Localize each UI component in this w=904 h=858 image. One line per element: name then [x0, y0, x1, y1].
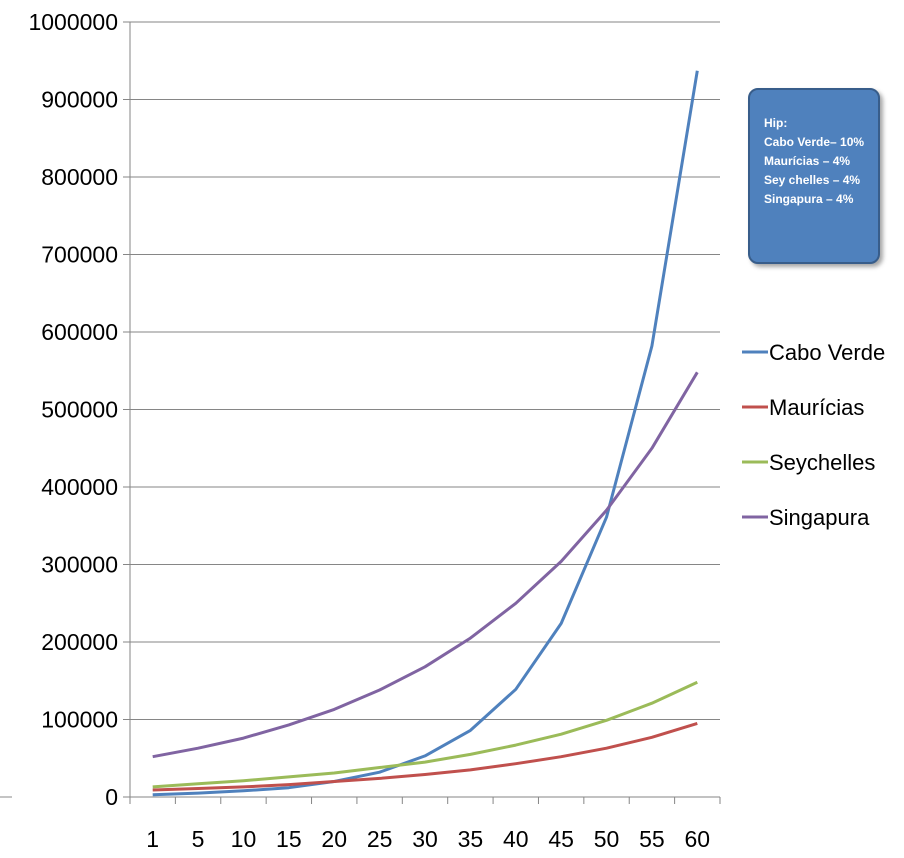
note-line-3: Sey chelles – 4% — [764, 173, 861, 187]
note-line-2: Maurícias – 4% — [764, 154, 851, 168]
x-tick-label: 40 — [503, 826, 529, 852]
y-axis-ticks: 0 100000 200000 300000 400000 500000 600000 700… — [28, 9, 130, 810]
y-tick-label: 500000 — [41, 397, 118, 423]
y-tick-label: 700000 — [41, 242, 118, 268]
series-lines — [152, 70, 699, 797]
legend-label: Maurícias — [769, 395, 864, 420]
legend-label: Singapura — [769, 505, 870, 530]
series-line-cabo-verde — [152, 70, 699, 797]
y-tick-label: 800000 — [41, 164, 118, 190]
legend-label: Seychelles — [769, 450, 875, 475]
series-line-maur-cias — [152, 721, 698, 792]
x-tick-label: 1 — [146, 826, 159, 852]
y-tick-label: 900000 — [41, 87, 118, 113]
x-tick-label: 35 — [458, 826, 484, 852]
x-tick-label: 20 — [321, 826, 347, 852]
x-tick-label: 15 — [276, 826, 302, 852]
y-tick-label: 1000000 — [28, 9, 118, 35]
x-axis-ticks: 1 5 10 15 20 25 30 35 40 45 50 55 60 — [129, 797, 721, 852]
series-line-singapura — [152, 371, 699, 759]
x-tick-label: 25 — [367, 826, 393, 852]
x-tick-label: 55 — [639, 826, 665, 852]
y-tick-label: 600000 — [41, 319, 118, 345]
y-tick-label: 300000 — [41, 552, 118, 578]
x-tick-label: 60 — [685, 826, 711, 852]
legend-label: Cabo Verde — [769, 340, 885, 365]
x-tick-label: 5 — [192, 826, 205, 852]
legend: Cabo Verde Maurícias Seychelles Singapura — [742, 340, 885, 530]
note-line-4: Singapura – 4% — [764, 192, 854, 206]
x-tick-label: 30 — [412, 826, 438, 852]
note-line-1: Cabo Verde– 10% — [764, 135, 865, 149]
x-tick-label: 45 — [548, 826, 574, 852]
y-tick-label: 200000 — [41, 629, 118, 655]
y-tick-label: 100000 — [41, 707, 118, 733]
y-tick-label: 0 — [105, 784, 118, 810]
x-tick-label: 10 — [231, 826, 257, 852]
note-line-0: Hip: — [764, 116, 788, 130]
y-tick-label: 400000 — [41, 474, 118, 500]
x-tick-label: 50 — [594, 826, 620, 852]
gridlines — [130, 21, 720, 720]
series-line-seychelles — [152, 680, 698, 789]
hypothesis-note: Hip: Cabo Verde– 10% Maurícias – 4% Sey … — [748, 88, 880, 264]
